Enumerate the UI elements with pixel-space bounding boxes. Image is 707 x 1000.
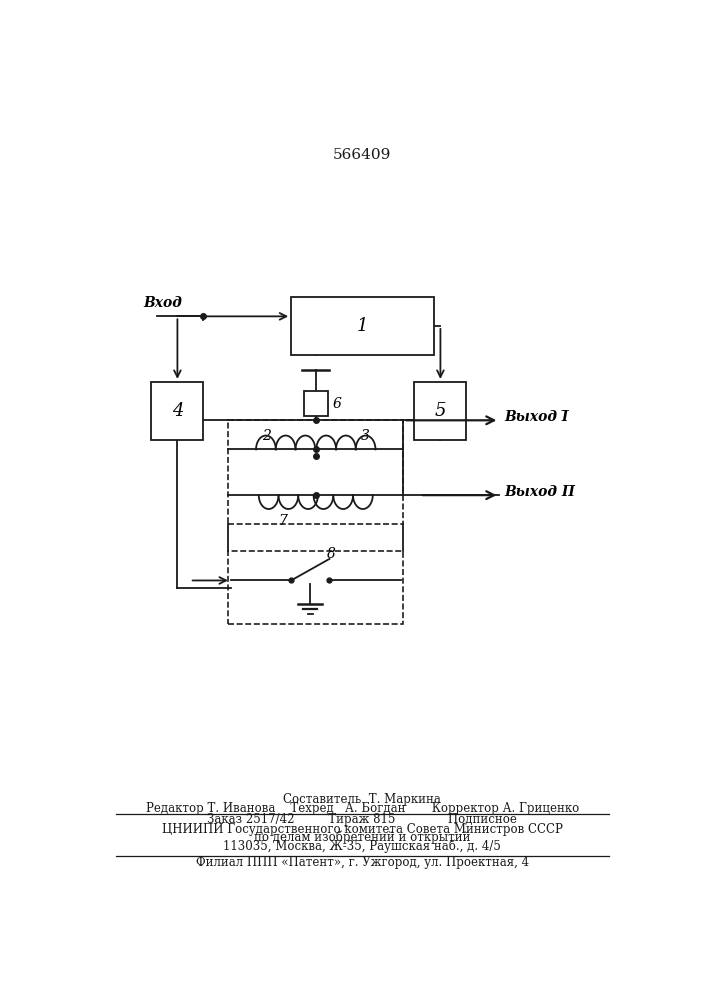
Text: Выход I̅: Выход I̅ bbox=[505, 410, 569, 424]
Bar bbox=[228, 551, 404, 624]
Bar bbox=[304, 391, 328, 416]
Text: Вход: Вход bbox=[144, 296, 182, 310]
Text: ЦНИИПИ Государственного комитета Совета Министров СССР: ЦНИИПИ Государственного комитета Совета … bbox=[162, 823, 563, 836]
Bar bbox=[228, 420, 404, 524]
Bar bbox=[291, 297, 433, 355]
Text: Выход II̅: Выход II̅ bbox=[505, 485, 575, 499]
Text: 1: 1 bbox=[356, 317, 368, 335]
Text: 8: 8 bbox=[327, 547, 336, 561]
Text: 113035, Москва, Ж-35, Раушская наб., д. 4/5: 113035, Москва, Ж-35, Раушская наб., д. … bbox=[223, 839, 501, 853]
Text: 6: 6 bbox=[332, 397, 341, 411]
Bar bbox=[151, 382, 204, 440]
Text: 3: 3 bbox=[361, 429, 370, 443]
Text: Филиал ППП «Патент», г. Ужгород, ул. Проектная, 4: Филиал ППП «Патент», г. Ужгород, ул. Про… bbox=[196, 856, 529, 869]
Text: Составитель  Т. Маркина: Составитель Т. Маркина bbox=[284, 793, 441, 806]
Text: по делам изобретений и открытий: по делам изобретений и открытий bbox=[254, 831, 471, 844]
Text: Заказ 2517/42         Тираж 815              Подписное: Заказ 2517/42 Тираж 815 Подписное bbox=[207, 813, 518, 826]
Text: 5: 5 bbox=[435, 402, 446, 420]
Text: Редактор Т. Иванова    Техред   А. Богдан       Корректор А. Гриценко: Редактор Т. Иванова Техред А. Богдан Кор… bbox=[146, 802, 579, 815]
Text: 7: 7 bbox=[279, 514, 287, 528]
Text: 566409: 566409 bbox=[333, 148, 392, 162]
Bar bbox=[414, 382, 467, 440]
Text: 4: 4 bbox=[172, 402, 183, 420]
Text: 2: 2 bbox=[262, 429, 271, 443]
